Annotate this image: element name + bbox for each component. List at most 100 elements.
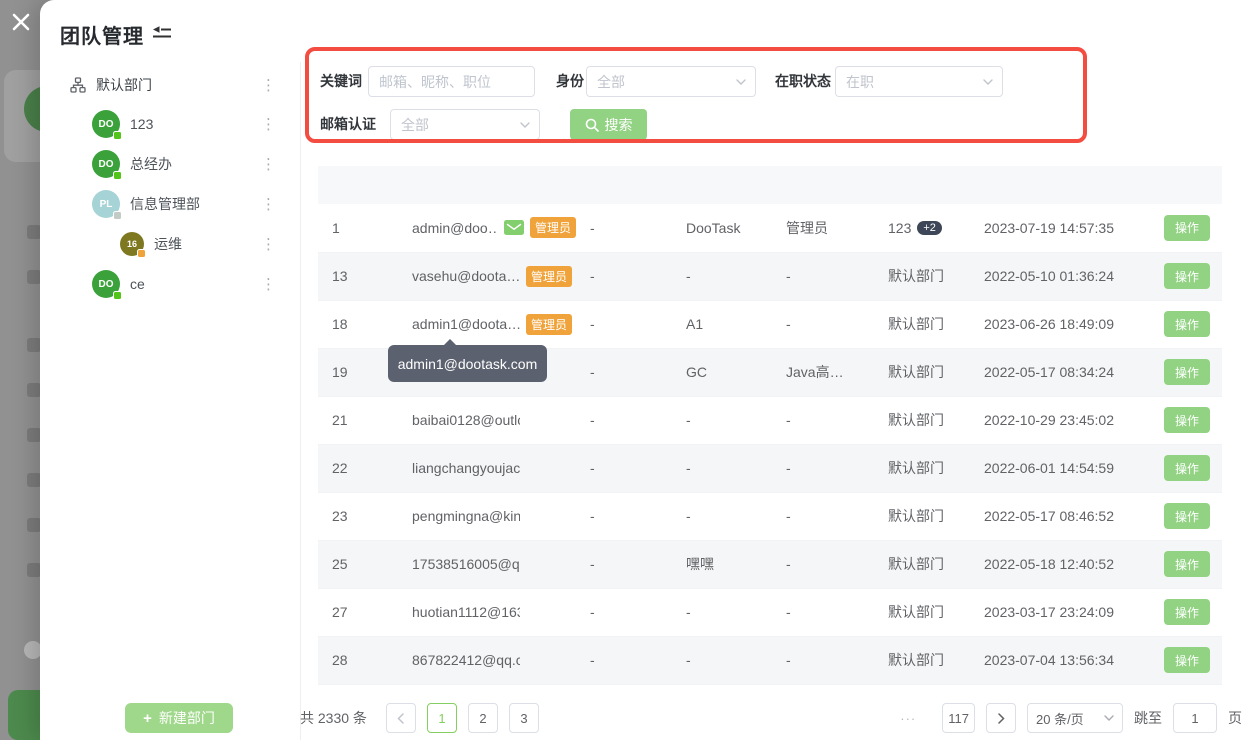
page-number-button[interactable]: 3	[508, 703, 539, 733]
more-actions-icon[interactable]: ⋮	[261, 235, 276, 253]
table-column-header	[398, 166, 576, 204]
cell-email: vasehu@doota… 管理员	[398, 252, 576, 301]
jump-page-input[interactable]	[1173, 703, 1217, 733]
sidebar-item-department[interactable]: 16 运维 ⋮	[60, 224, 288, 264]
table-column-header	[1150, 166, 1222, 204]
cell-action: 操作	[1150, 588, 1222, 637]
chevron-right-icon	[997, 712, 1005, 724]
department-text: 默认部门	[888, 412, 944, 428]
table-row: 28 867822412@qq.com - -	[318, 636, 1222, 685]
sidebar-item-department[interactable]: PL 信息管理部 ⋮	[60, 184, 288, 224]
page-number-button[interactable]: ···	[893, 703, 924, 733]
more-actions-icon[interactable]: ⋮	[261, 275, 276, 293]
new-department-button[interactable]: + 新建部门	[125, 703, 233, 733]
page-number-button[interactable]: 1	[426, 703, 457, 733]
table-row: 21 baibai0128@outlook.c… - -	[318, 396, 1222, 445]
row-action-button[interactable]: 操作	[1164, 263, 1210, 289]
background-menu-icon	[27, 383, 41, 397]
employment-status-select[interactable]: 在职	[835, 66, 1003, 97]
table-column-header	[576, 166, 672, 204]
row-action-button[interactable]: 操作	[1164, 455, 1210, 481]
sidebar-item-department[interactable]: DO 总经办 ⋮	[60, 144, 288, 184]
page-size-value: 20 条/页	[1036, 711, 1084, 727]
row-action-button[interactable]: 操作	[1164, 647, 1210, 673]
sidebar-item-label: ce	[130, 276, 145, 292]
page-number-button[interactable]: 117	[942, 703, 975, 733]
cell-nickname: -	[672, 252, 772, 301]
cell-department: 默认部门	[874, 300, 970, 349]
next-page-button[interactable]	[986, 703, 1016, 733]
cell-last-online: 2022-05-17 08:34:24	[970, 348, 1150, 397]
cell-nickname: 嘿嘿	[672, 540, 772, 589]
department-avatar: 16	[120, 232, 146, 258]
email-text[interactable]: vasehu@doota…	[412, 268, 520, 284]
department-text: 默认部门	[888, 604, 944, 620]
email-text[interactable]: 17538516005@qq.com	[412, 556, 520, 572]
cell-title: Java高…	[772, 348, 874, 397]
table-row: 23 pengmingna@kingfa.c… - -	[318, 492, 1222, 541]
more-actions-icon[interactable]: ⋮	[261, 115, 276, 133]
cell-phone: -	[576, 588, 672, 637]
cell-title: -	[772, 396, 874, 445]
jump-prefix-label: 跳至	[1134, 710, 1162, 726]
sidebar-item-department[interactable]: DO 123 ⋮	[60, 104, 288, 144]
cell-action: 操作	[1150, 492, 1222, 541]
email-text[interactable]: admin@doo…	[412, 219, 498, 236]
row-action-button[interactable]: 操作	[1164, 214, 1210, 241]
more-actions-icon[interactable]: ⋮	[261, 155, 276, 173]
cell-nickname: -	[672, 492, 772, 541]
cell-email: admin1@doota… 管理员	[398, 300, 576, 349]
cell-last-online: 2022-05-10 01:36:24	[970, 252, 1150, 301]
keyword-input[interactable]	[368, 66, 535, 97]
email-text[interactable]: pengmingna@kingfa.c…	[412, 508, 520, 524]
identity-value: 全部	[597, 73, 625, 90]
email-text[interactable]: liangchangyoujackson…	[412, 460, 520, 476]
close-icon[interactable]	[8, 9, 34, 35]
department-text: 默认部门	[888, 316, 944, 332]
background-menu-icon	[27, 225, 41, 239]
sidebar-item-label: 运维	[154, 236, 182, 252]
cell-id: 18	[318, 300, 398, 349]
row-action-button[interactable]: 操作	[1164, 359, 1210, 385]
cell-department: 默认部门	[874, 444, 970, 493]
cell-title: -	[772, 636, 874, 685]
row-action-button[interactable]: 操作	[1164, 551, 1210, 577]
prev-page-button[interactable]	[385, 703, 416, 733]
cell-nickname: -	[672, 588, 772, 637]
page-number-button[interactable]: 2	[467, 703, 498, 733]
search-button[interactable]: 搜索	[570, 109, 647, 140]
row-action-button[interactable]: 操作	[1164, 311, 1210, 337]
identity-select[interactable]: 全部	[586, 66, 756, 97]
more-actions-icon[interactable]: ⋮	[261, 76, 276, 94]
page-size-select[interactable]: 20 条/页	[1027, 703, 1123, 733]
row-action-button[interactable]: 操作	[1164, 503, 1210, 529]
email-text[interactable]: baibai0128@outlook.c…	[412, 412, 520, 428]
email-text[interactable]: huotian1112@163.com	[412, 604, 520, 620]
row-action-button[interactable]: 操作	[1164, 599, 1210, 625]
cell-title: -	[772, 588, 874, 637]
sidebar-divider	[300, 62, 301, 740]
collapse-panel-icon[interactable]	[152, 25, 172, 46]
email-text[interactable]: admin1@doota…	[412, 316, 520, 332]
new-department-label: 新建部门	[158, 710, 215, 726]
sidebar-item-department[interactable]: DO ce ⋮	[60, 264, 288, 304]
department-extra-badge: +2	[917, 220, 942, 235]
sidebar-item-label: 总经办	[130, 156, 172, 172]
org-chart-icon	[70, 77, 86, 93]
cell-nickname: A1	[672, 300, 772, 349]
cell-phone: -	[576, 540, 672, 589]
search-icon	[585, 118, 599, 132]
cell-nickname: DooTask	[672, 204, 772, 253]
email-verify-select[interactable]: 全部	[390, 109, 540, 140]
more-actions-icon[interactable]: ⋮	[261, 195, 276, 213]
cell-id: 28	[318, 636, 398, 685]
row-action-button[interactable]: 操作	[1164, 407, 1210, 433]
table-column-header	[874, 166, 970, 204]
admin-badge: 管理员	[526, 265, 573, 287]
email-text[interactable]: 867822412@qq.com	[412, 652, 520, 668]
tooltip-arrow	[443, 339, 457, 346]
sidebar-item-default-department[interactable]: 默认部门 ⋮	[60, 66, 288, 104]
cell-action: 操作	[1150, 540, 1222, 589]
total-count: 共 2330 条	[300, 710, 367, 726]
